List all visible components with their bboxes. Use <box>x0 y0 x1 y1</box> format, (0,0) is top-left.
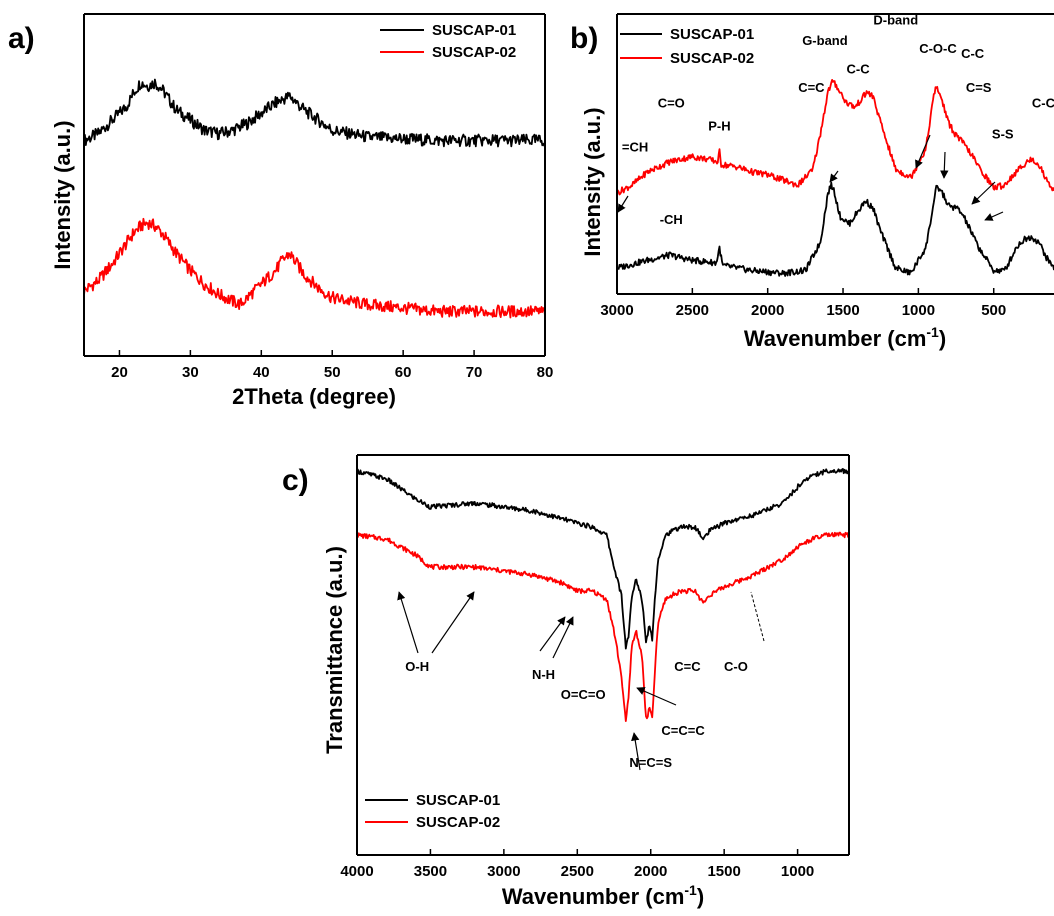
x-tick-label: 50 <box>324 364 341 381</box>
annotation-arrows <box>397 134 1004 771</box>
legend: SUSCAP-01 SUSCAP-02 <box>365 792 500 831</box>
legend: SUSCAP-01 SUSCAP-02 <box>620 26 754 67</box>
x-tick-label: 80 <box>537 364 554 381</box>
x-tick-label: 3000 <box>487 863 520 880</box>
x-tick-label: 2000 <box>751 302 784 319</box>
annotation-label: C-C <box>1032 95 1054 110</box>
annotation-label: O=C=O <box>561 687 606 702</box>
x-tick-label: 70 <box>466 364 483 381</box>
x-tick-label: 20 <box>111 364 128 381</box>
panel-label: c) <box>282 464 309 497</box>
x-tick-label: 4000 <box>340 863 373 880</box>
x-tick-label: 2000 <box>634 863 667 880</box>
annotation-label: C-C <box>847 62 871 77</box>
legend: SUSCAP-01 SUSCAP-02 <box>380 22 516 61</box>
series-line-suscap-02 <box>356 531 850 722</box>
x-tick-label: 500 <box>981 302 1006 319</box>
annotation-label: C-O <box>724 659 748 674</box>
plot-frame <box>356 454 850 856</box>
x-tick-label: 1000 <box>902 302 935 319</box>
series-line-suscap-01 <box>356 468 850 650</box>
legend-label: SUSCAP-02 <box>416 814 500 831</box>
annotation-arrow <box>431 591 475 654</box>
series-line-suscap-02 <box>616 79 1054 196</box>
annotation-label: C-O-C <box>919 41 957 56</box>
annotation-label: N-H <box>532 667 555 682</box>
annotation-arrow <box>539 616 566 652</box>
annotation-label: N=C=S <box>629 755 672 770</box>
x-tick-label: 1500 <box>707 863 740 880</box>
annotation-label: O-H <box>405 659 429 674</box>
x-axis-title: Wavenumber (cm-1) <box>744 324 946 351</box>
plot-frame <box>616 13 1054 295</box>
annotation-arrow <box>397 591 419 654</box>
annotation-label: C-C <box>961 46 985 61</box>
x-tick-label: 1000 <box>781 863 814 880</box>
x-tick-label: 60 <box>395 364 412 381</box>
annotation-arrow <box>915 134 931 169</box>
annotation-label: C=S <box>966 80 992 95</box>
annotations: O-H N-H O=C=O C=C C-O C=C=C N=C=S <box>405 659 748 770</box>
x-tick-label: 30 <box>182 364 199 381</box>
y-axis-title: Intensity (a.u.) <box>50 120 75 269</box>
x-tick-label: 40 <box>253 364 270 381</box>
y-axis-title: Transmittance (a.u.) <box>322 546 347 754</box>
annotations: =CH C=O P-H G-band D-band C=C C-C C-O-C C-C C=S S-… <box>622 12 1054 227</box>
series-line-suscap-01 <box>616 181 1054 277</box>
annotation-label: S-S <box>992 126 1014 141</box>
legend-label: SUSCAP-02 <box>670 50 754 67</box>
annotation-arrow <box>636 687 677 706</box>
chart-panel-a: 20 30 40 50 60 70 80 2Theta (degree) Intensity (… <box>8 13 554 409</box>
annotation-arrow <box>829 170 839 183</box>
y-axis-title: Intensity (a.u.) <box>580 107 605 256</box>
annotation-arrow <box>617 195 629 213</box>
chart-panel-b: 3000 2500 2000 1500 1000 500 Wavenumber (cm-1)… <box>570 12 1054 351</box>
legend-label: SUSCAP-01 <box>670 26 754 43</box>
annotation-arrow <box>940 151 949 179</box>
annotation-label: =CH <box>622 139 648 154</box>
chart-panel-c: 4000 3500 3000 2500 2000 1500 1000 Wavenumber (… <box>282 454 850 909</box>
annotation-label: -CH <box>660 212 683 227</box>
annotation-arrow <box>552 616 574 659</box>
x-tick-label: 3500 <box>414 863 447 880</box>
x-tick-label: 2500 <box>676 302 709 319</box>
annotation-arrow <box>971 181 996 205</box>
legend-label: SUSCAP-01 <box>432 22 516 39</box>
annotation-label: C=C=C <box>661 723 705 738</box>
legend-label: SUSCAP-02 <box>432 44 516 61</box>
plot-frame <box>83 13 546 357</box>
annotation-arrow <box>631 732 641 771</box>
annotation-dashed-pointer <box>750 591 765 642</box>
annotation-arrow <box>984 211 1004 221</box>
panel-label: b) <box>570 22 598 55</box>
x-tick-label: 2500 <box>561 863 594 880</box>
annotation-label: D-band <box>873 12 918 27</box>
x-axis-title: 2Theta (degree) <box>232 384 396 409</box>
series-line-suscap-01 <box>83 78 546 148</box>
annotation-label: G-band <box>802 33 848 48</box>
annotation-label: C=C <box>674 659 701 674</box>
x-tick-label: 1500 <box>826 302 859 319</box>
panel-label: a) <box>8 22 35 55</box>
annotation-label: C=O <box>658 95 685 110</box>
annotation-label: C=C <box>798 80 825 95</box>
annotation-label: P-H <box>708 119 730 134</box>
series-line-suscap-02 <box>83 217 546 319</box>
x-axis-title: Wavenumber (cm-1) <box>502 882 704 909</box>
legend-label: SUSCAP-01 <box>416 792 500 809</box>
x-tick-label: 3000 <box>600 302 633 319</box>
